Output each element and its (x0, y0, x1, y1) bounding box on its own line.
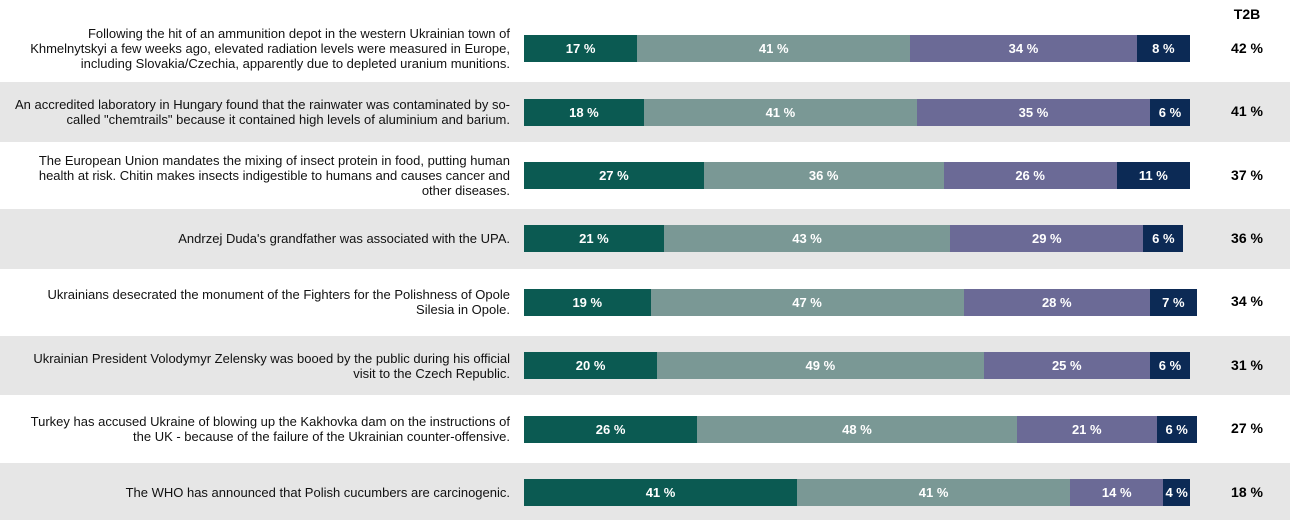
t2b-value: 34 % (1231, 293, 1263, 310)
bar-segment (524, 225, 664, 253)
bar-segment (524, 35, 638, 63)
bar-label: 41 % (765, 104, 796, 120)
bar-label: 6 % (1158, 104, 1182, 120)
statement: The European Union mandates the mixing o… (38, 152, 510, 198)
bar-label: 6 % (1165, 421, 1188, 437)
t2b-value: 42 % (1231, 39, 1263, 56)
bar-label: 43 % (792, 231, 822, 247)
t2b-value: 41 % (1231, 103, 1263, 120)
t2b-value: 31 % (1231, 356, 1263, 373)
bar-label: 36 % (808, 168, 839, 183)
bar-segment (637, 35, 911, 63)
bar-segment (643, 98, 917, 126)
bar-segment (1116, 162, 1190, 189)
bar-label: 26 % (595, 421, 626, 437)
statement: An accredited laboratory in Hungary foun… (15, 97, 510, 128)
bar-segment (910, 35, 1137, 63)
bar-label: 19 % (572, 294, 603, 310)
bar-label: 6 % (1158, 358, 1182, 374)
bar-label: 27 % (599, 168, 629, 183)
bar-segment (524, 162, 704, 189)
bar-segment (524, 288, 651, 316)
bar-segment (943, 162, 1117, 189)
bar-segment (524, 415, 698, 443)
bar-segment (1150, 288, 1197, 316)
statement: Turkey has accused Ukraine of blowing up… (30, 414, 510, 445)
bar-segment (916, 98, 1151, 126)
bar-segment (1070, 479, 1164, 506)
bar-segment (657, 352, 984, 380)
bar-label: 21 % (579, 231, 609, 247)
bar-label: 11 % (1138, 168, 1168, 183)
bar-segment (663, 225, 951, 253)
bar-label: 34 % (1008, 41, 1039, 57)
bar-label: 25 % (1051, 358, 1082, 374)
bar-segment (797, 479, 1071, 506)
column-header: T2B (1233, 6, 1261, 22)
bar-segment (524, 479, 798, 506)
statement: Ukrainians desecrated the monument of th… (47, 287, 510, 318)
bar-segment (1150, 352, 1190, 380)
bar-segment (1136, 35, 1190, 63)
bar-label: 41 % (645, 485, 676, 500)
bar-segment (1143, 225, 1184, 253)
bar-label: 29 % (1031, 231, 1062, 247)
bar-segment (697, 415, 1017, 443)
bar-label: 6 % (1152, 231, 1175, 247)
bar-segment (524, 98, 644, 126)
t2b-value: 27 % (1231, 420, 1263, 437)
bar-label: 48 % (842, 421, 872, 437)
t2b-value: 36 % (1231, 229, 1263, 246)
bar-label: 41 % (758, 41, 789, 57)
bar-segment (1016, 415, 1157, 443)
statement: Ukrainian President Volodymyr Zelensky w… (33, 350, 510, 381)
bar-segment (524, 352, 658, 380)
bar-segment (703, 162, 944, 189)
bar-segment (963, 288, 1151, 316)
bar-segment (650, 288, 964, 316)
bar-segment (1163, 479, 1190, 506)
bar-segment (950, 225, 1144, 253)
bar-label: 26 % (1015, 168, 1045, 183)
t2b-value: 18 % (1231, 483, 1263, 500)
bar-label: 7 % (1162, 294, 1185, 310)
bar-label: 21 % (1071, 421, 1102, 437)
t2b-value: 37 % (1231, 166, 1263, 183)
bar-label: 28 % (1041, 294, 1072, 310)
bar-segment (983, 352, 1151, 380)
bar-label: 47 % (792, 294, 822, 310)
bar-label: 49 % (805, 358, 836, 374)
bar-label: 14 % (1101, 485, 1132, 500)
bar-label: 8 % (1152, 41, 1175, 57)
bar-label: 17 % (565, 41, 596, 57)
bar-label: 18 % (569, 104, 599, 120)
statement: Andrzej Duda's grandfather was associate… (178, 231, 510, 247)
bar-segment (1150, 98, 1190, 126)
bar-label: 20 % (575, 358, 606, 374)
bar-label: 41 % (918, 485, 949, 500)
statement: The WHO has announced that Polish cucumb… (125, 484, 510, 500)
bar-label: 4 % (1165, 485, 1188, 500)
bar-segment (1156, 415, 1197, 443)
bar-label: 35 % (1018, 104, 1049, 120)
statement: Following the hit of an ammunition depot… (30, 26, 510, 72)
